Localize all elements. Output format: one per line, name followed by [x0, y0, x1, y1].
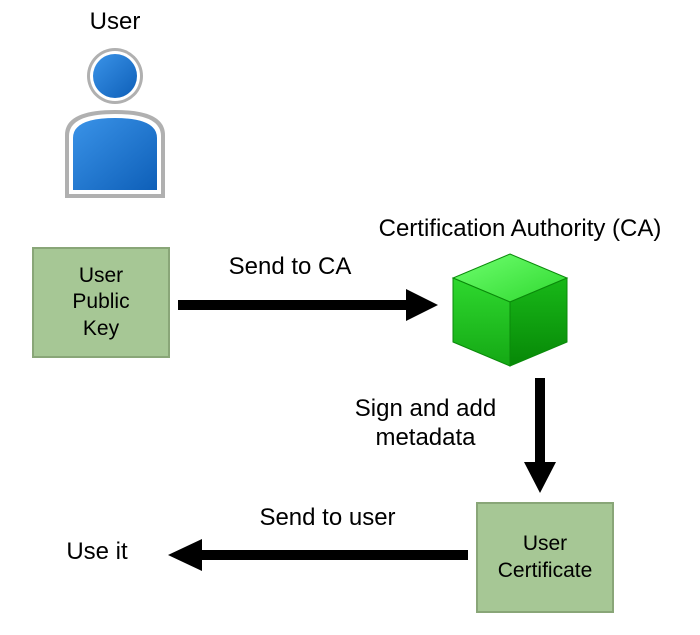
- user-title-text: User: [90, 8, 141, 35]
- user-certificate-text: User Certificate: [498, 531, 593, 584]
- user-title-label: User: [75, 8, 155, 36]
- user-public-key-box: User Public Key: [32, 247, 170, 358]
- sign-metadata-label: Sign and add metadata: [343, 395, 508, 453]
- sign-metadata-text: Sign and add metadata: [355, 395, 496, 451]
- use-it-label: Use it: [52, 538, 142, 566]
- ca-title-label: Certification Authority (CA): [350, 215, 690, 243]
- arrow-send-to-ca: [178, 285, 438, 325]
- ca-cube-icon: [445, 250, 575, 370]
- send-to-ca-text: Send to CA: [229, 253, 352, 280]
- user-public-key-text: User Public Key: [72, 263, 129, 342]
- user-certificate-box: User Certificate: [476, 502, 614, 613]
- arrow-send-to-user: [168, 535, 468, 575]
- send-to-user-label: Send to user: [240, 504, 415, 532]
- user-icon: [55, 40, 175, 200]
- send-to-ca-label: Send to CA: [210, 253, 370, 281]
- use-it-text: Use it: [66, 538, 127, 565]
- ca-title-text: Certification Authority (CA): [379, 215, 662, 242]
- send-to-user-text: Send to user: [259, 504, 395, 531]
- arrow-sign-metadata: [520, 378, 560, 493]
